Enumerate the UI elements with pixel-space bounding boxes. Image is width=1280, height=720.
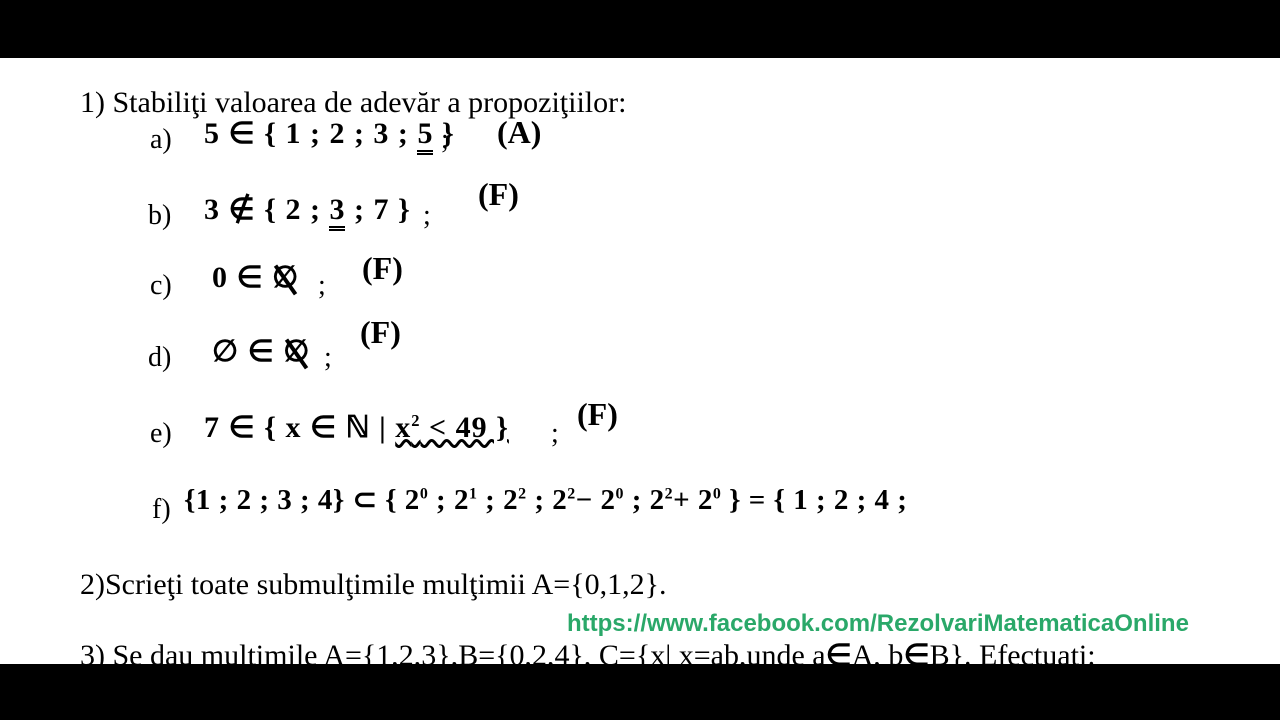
q1e-expression: 7 ∈ { x ∈ ℕ | x2 < 49 } xyxy=(204,410,509,445)
q1a-truth: (A) xyxy=(497,114,541,151)
q1b-label: b) xyxy=(148,200,171,232)
q1b-semicolon: ; xyxy=(423,200,431,232)
black-bar-bottom xyxy=(0,664,1280,720)
q1a-semicolon: ; xyxy=(441,124,449,156)
document-page: 1) Stabiliţi valoarea de adevăr a propoz… xyxy=(0,58,1280,664)
q1c-label: c) xyxy=(150,270,172,302)
q1f-expression: {1 ; 2 ; 3 ; 4} ⊂ { 20 ; 21 ; 22 ; 22− 2… xyxy=(184,482,907,517)
q1d-label: d) xyxy=(148,342,171,374)
q1c-expression: 0 ∈ ∅ xyxy=(212,260,299,295)
q1-title: 1) Stabiliţi valoarea de adevăr a propoz… xyxy=(80,86,626,120)
q1d-semicolon: ; xyxy=(324,342,332,374)
q1d-expression: ∅ ∈ ∅ xyxy=(212,334,310,369)
q1e-semicolon: ; xyxy=(551,418,559,450)
q1b-truth: (F) xyxy=(478,176,519,213)
black-bar-top xyxy=(0,0,1280,58)
q1e-label: e) xyxy=(150,418,172,450)
q1c-truth: (F) xyxy=(362,250,403,287)
q2-text: 2)Scrieţi toate submulţimile mulţimii A=… xyxy=(80,568,667,602)
q1f-label: f) xyxy=(152,494,171,526)
q1a-label: a) xyxy=(150,124,172,156)
q1b-expression: 3 ∉ { 2 ; 3 ; 7 } xyxy=(204,192,411,227)
q1a-expression: 5 ∈ { 1 ; 2 ; 3 ; 5 } xyxy=(204,116,455,151)
q1d-truth: (F) xyxy=(360,314,401,351)
watermark-link[interactable]: https://www.facebook.com/RezolvariMatema… xyxy=(567,610,1189,638)
q1e-truth: (F) xyxy=(577,396,618,433)
q1c-semicolon: ; xyxy=(318,270,326,302)
